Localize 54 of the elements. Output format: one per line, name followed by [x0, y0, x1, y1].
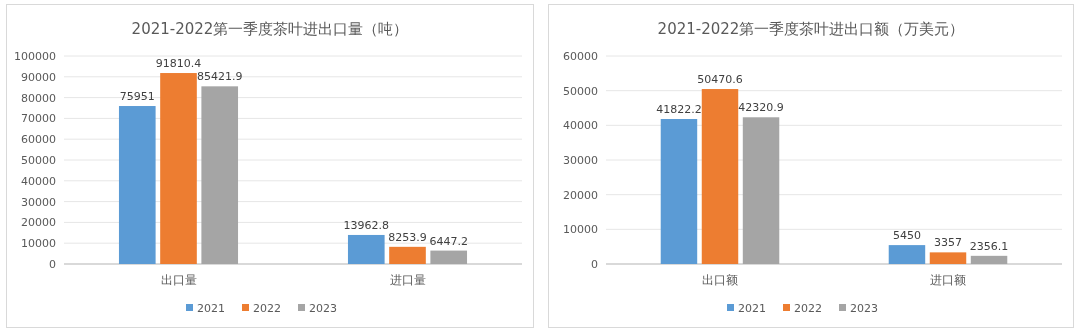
bar: [742, 117, 780, 264]
y-tick-label: 90000: [21, 70, 56, 84]
y-tick-label: 60000: [563, 50, 598, 63]
bar: [347, 234, 385, 264]
legend-label: 2022: [253, 302, 281, 315]
data-label: 41822.2: [656, 103, 702, 117]
bar: [430, 250, 468, 264]
data-label: 91810.4: [155, 57, 202, 71]
legend-label: 2023: [850, 302, 878, 315]
bar: [888, 245, 926, 264]
y-tick-label: 50000: [563, 84, 598, 98]
data-label: 75951: [119, 90, 155, 104]
y-tick-label: 20000: [563, 188, 598, 202]
y-tick-label: 10000: [563, 223, 598, 237]
y-tick-label: 80000: [21, 91, 56, 105]
bar: [201, 86, 239, 264]
y-tick-label: 70000: [21, 112, 56, 126]
data-label: 3357: [934, 236, 962, 250]
x-tick-label: 进口量: [389, 273, 426, 287]
y-tick-label: 40000: [563, 119, 598, 133]
data-label: 13962.8: [343, 218, 390, 232]
y-tick-label: 30000: [563, 154, 598, 167]
data-label: 6447.2: [429, 234, 468, 248]
y-tick-label: 0: [591, 258, 598, 271]
data-label: 50470.6: [697, 73, 743, 87]
y-tick-label: 40000: [21, 174, 56, 188]
bar: [160, 73, 197, 264]
bar: [929, 252, 967, 264]
data-label: 85421.9: [196, 70, 243, 84]
y-tick-label: 50000: [21, 154, 56, 167]
chart-title: 2021-2022第一季度茶叶进出口量（吨）: [131, 20, 409, 38]
data-label: 5450: [892, 229, 921, 243]
bar: [701, 89, 739, 264]
data-label: 42320.9: [738, 101, 784, 115]
x-tick-label: 出口量: [160, 273, 197, 287]
bar: [389, 246, 426, 264]
y-tick-label: 0: [49, 258, 56, 271]
legend-label: 2021: [738, 302, 766, 315]
y-tick-label: 20000: [21, 216, 56, 230]
y-tick-label: 10000: [21, 237, 56, 251]
bar: [118, 106, 156, 264]
legend-label: 2022: [794, 302, 822, 315]
legend-label: 2023: [309, 302, 337, 315]
chart-title: 2021-2022第一季度茶叶进出口额（万美元）: [657, 20, 965, 38]
bar: [660, 119, 698, 264]
data-label: 8253.9: [388, 230, 427, 244]
legend-label: 2021: [197, 302, 225, 315]
bar: [970, 255, 1008, 264]
y-tick-label: 60000: [21, 133, 56, 147]
data-label: 2356.1: [969, 239, 1009, 253]
y-tick-label: 30000: [21, 195, 56, 209]
x-tick-label: 进口额: [930, 273, 966, 287]
y-tick-label: 100000: [14, 50, 56, 63]
x-tick-label: 出口额: [702, 273, 738, 287]
